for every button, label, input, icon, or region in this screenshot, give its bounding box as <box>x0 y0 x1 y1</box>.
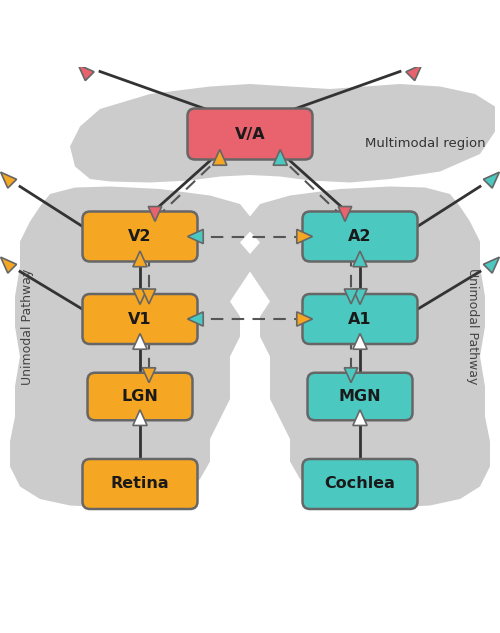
FancyBboxPatch shape <box>82 294 198 344</box>
Polygon shape <box>297 229 312 244</box>
Polygon shape <box>142 289 156 304</box>
Text: Unimodal Pathway: Unimodal Pathway <box>466 268 479 385</box>
Text: A2: A2 <box>348 229 372 244</box>
Polygon shape <box>353 334 367 349</box>
Polygon shape <box>133 251 147 266</box>
Polygon shape <box>0 172 16 188</box>
FancyBboxPatch shape <box>82 211 198 261</box>
Polygon shape <box>0 257 16 273</box>
Polygon shape <box>188 229 203 244</box>
Polygon shape <box>133 410 147 425</box>
Text: Cochlea: Cochlea <box>324 477 396 491</box>
FancyBboxPatch shape <box>188 108 312 160</box>
Polygon shape <box>338 206 351 222</box>
Polygon shape <box>133 334 147 349</box>
Text: V2: V2 <box>128 229 152 244</box>
Polygon shape <box>148 206 162 222</box>
Polygon shape <box>484 257 500 273</box>
FancyBboxPatch shape <box>88 373 192 420</box>
Text: A1: A1 <box>348 311 372 327</box>
Polygon shape <box>344 289 358 304</box>
FancyBboxPatch shape <box>302 211 418 261</box>
Polygon shape <box>188 312 203 326</box>
Text: MGN: MGN <box>338 389 382 404</box>
Text: LGN: LGN <box>122 389 158 404</box>
Text: V/A: V/A <box>234 127 266 142</box>
Polygon shape <box>212 149 227 165</box>
FancyBboxPatch shape <box>302 294 418 344</box>
Polygon shape <box>133 289 147 304</box>
Text: Retina: Retina <box>110 477 170 491</box>
Polygon shape <box>78 65 94 80</box>
FancyBboxPatch shape <box>308 373 412 420</box>
Polygon shape <box>297 312 312 326</box>
Polygon shape <box>353 251 367 266</box>
FancyBboxPatch shape <box>82 459 198 509</box>
Text: Unimodal Pathway: Unimodal Pathway <box>21 268 34 385</box>
FancyBboxPatch shape <box>302 459 418 509</box>
Polygon shape <box>344 368 358 383</box>
Polygon shape <box>484 172 500 188</box>
Text: Multimodal region: Multimodal region <box>365 137 486 151</box>
Polygon shape <box>406 65 422 80</box>
Polygon shape <box>142 368 156 383</box>
Text: V1: V1 <box>128 311 152 327</box>
Polygon shape <box>353 410 367 425</box>
Polygon shape <box>70 84 495 182</box>
Polygon shape <box>353 289 367 304</box>
Polygon shape <box>10 187 250 508</box>
Polygon shape <box>250 187 490 508</box>
Polygon shape <box>273 149 287 165</box>
